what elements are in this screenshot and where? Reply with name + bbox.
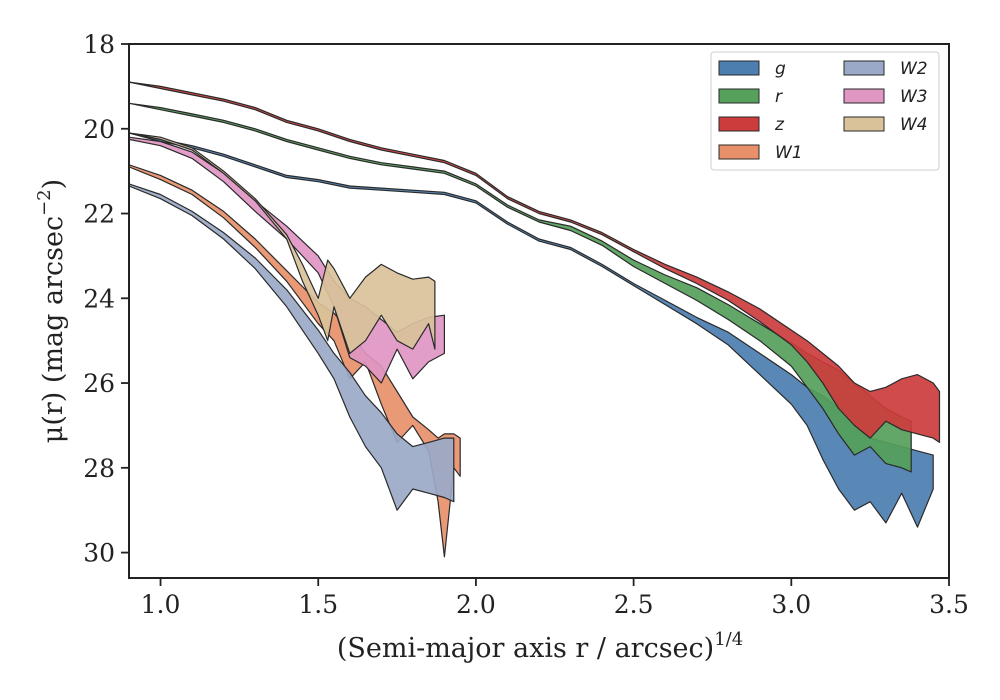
axes: 1.0 1.5 2.0 2.5 3.0 3.5 18 20 22 24 26 28 30 xyxy=(83,30,969,619)
legend-swatch-w3 xyxy=(843,88,885,104)
band-r xyxy=(129,102,912,473)
y-tick-label: 20 xyxy=(83,115,115,144)
y-axis-label: μ(r) (mag arcsec−2) xyxy=(34,179,69,443)
x-tick-label: 3.5 xyxy=(929,590,969,619)
y-tick-label: 18 xyxy=(83,30,115,59)
legend-label-g: g xyxy=(775,59,786,79)
legend-label-z: z xyxy=(774,115,785,135)
y-tick-label: 30 xyxy=(83,539,115,568)
y-tick-label: 28 xyxy=(83,454,115,483)
x-axis-label: (Semi-major axis r / arcsec)1/4 xyxy=(337,629,743,664)
legend-label-w1: W1 xyxy=(775,143,803,163)
y-tick-label: 24 xyxy=(83,284,115,313)
legend-label-r: r xyxy=(775,87,783,107)
band-w2 xyxy=(129,183,455,511)
x-tick-label: 2.0 xyxy=(456,590,496,619)
legend-label-w2: W2 xyxy=(900,59,928,79)
legend: grz W1 W2 W3 W4 xyxy=(710,51,940,171)
band-z xyxy=(129,81,941,443)
x-tick-label: 2.5 xyxy=(614,590,654,619)
legend-swatch-g xyxy=(718,60,760,76)
legend-swatch-r xyxy=(718,88,760,104)
legend-box xyxy=(710,51,940,171)
legend-swatch-w4 xyxy=(843,116,885,132)
band-g xyxy=(129,132,934,528)
band-w3 xyxy=(129,136,445,384)
legend-label-w3: W3 xyxy=(900,87,928,107)
x-tick-label: 1.5 xyxy=(298,590,338,619)
legend-swatch-w2 xyxy=(843,60,885,76)
profile-bands xyxy=(129,81,941,558)
legend-swatch-z xyxy=(718,116,760,132)
y-tick-label: 22 xyxy=(83,200,115,229)
x-tick-label: 3.0 xyxy=(771,590,811,619)
x-tick-label: 1.0 xyxy=(141,590,181,619)
legend-label-w4: W4 xyxy=(900,115,928,135)
legend-swatch-w1 xyxy=(718,144,760,160)
y-tick-label: 26 xyxy=(83,369,115,398)
plot-frame xyxy=(128,43,950,579)
band-w4 xyxy=(129,132,436,354)
